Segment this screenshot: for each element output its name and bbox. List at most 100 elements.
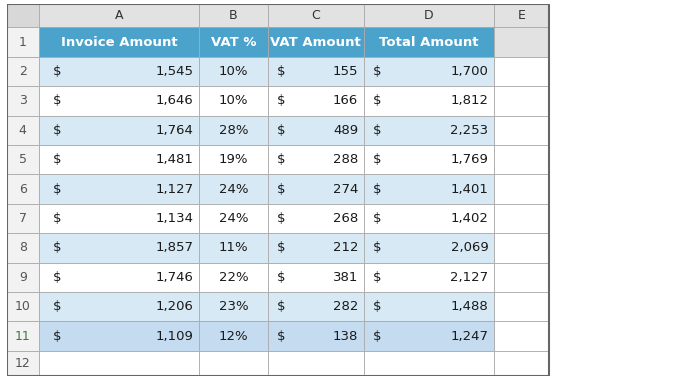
Bar [38, 321, 199, 351]
Bar [364, 263, 494, 292]
Text: 4: 4 [19, 124, 27, 137]
Text: 2,253: 2,253 [450, 124, 489, 137]
Text: 11%: 11% [218, 241, 248, 254]
Text: 1,700: 1,700 [451, 65, 489, 78]
Text: Invoice Amount: Invoice Amount [60, 35, 177, 49]
Text: 22%: 22% [218, 271, 248, 284]
Bar [494, 263, 549, 292]
Text: 1,812: 1,812 [451, 94, 489, 107]
Bar [199, 57, 267, 86]
Bar [7, 292, 38, 321]
Text: $: $ [277, 182, 286, 196]
Bar [199, 27, 267, 57]
Text: C: C [312, 9, 320, 22]
Text: 1,402: 1,402 [451, 212, 489, 225]
Text: $: $ [53, 300, 62, 313]
Bar [38, 263, 199, 292]
Bar [494, 233, 549, 263]
Text: 282: 282 [333, 300, 358, 313]
Text: $: $ [373, 212, 382, 225]
Text: 1,401: 1,401 [451, 182, 489, 196]
Bar [364, 204, 494, 233]
Bar [7, 116, 38, 145]
Bar [199, 263, 267, 292]
Bar [364, 321, 494, 351]
Text: 12%: 12% [218, 329, 248, 342]
Text: 288: 288 [333, 153, 358, 166]
Text: 2,127: 2,127 [450, 271, 489, 284]
Text: 1,764: 1,764 [155, 124, 194, 137]
Text: $: $ [373, 271, 382, 284]
Bar [267, 4, 364, 27]
Text: 9: 9 [19, 271, 27, 284]
Bar [267, 27, 364, 57]
Text: $: $ [373, 182, 382, 196]
Bar [199, 86, 267, 116]
Text: $: $ [373, 241, 382, 254]
Bar [267, 86, 364, 116]
Text: $: $ [277, 65, 286, 78]
Bar [494, 204, 549, 233]
Text: Total Amount: Total Amount [379, 35, 479, 49]
Text: $: $ [277, 124, 286, 137]
Bar [364, 27, 494, 57]
Text: VAT %: VAT % [211, 35, 256, 49]
Bar [494, 145, 549, 174]
Text: 1,746: 1,746 [155, 271, 194, 284]
Bar [199, 321, 267, 351]
Text: 7: 7 [19, 212, 27, 225]
Text: $: $ [277, 241, 286, 254]
Bar [199, 174, 267, 204]
Bar [38, 145, 199, 174]
Text: $: $ [53, 241, 62, 254]
Text: E: E [517, 9, 526, 22]
Bar [494, 27, 549, 57]
Bar [7, 321, 38, 351]
Bar [38, 27, 199, 57]
Bar [38, 4, 199, 27]
Text: $: $ [373, 329, 382, 342]
Bar [199, 351, 267, 376]
Text: 1: 1 [19, 35, 27, 49]
Bar [7, 57, 38, 86]
Text: 10: 10 [15, 300, 31, 313]
Bar [7, 4, 38, 27]
Bar [7, 233, 38, 263]
Text: $: $ [53, 124, 62, 137]
Bar [494, 57, 549, 86]
Bar [199, 204, 267, 233]
Bar [199, 292, 267, 321]
Text: 2,069: 2,069 [451, 241, 489, 254]
Bar [364, 292, 494, 321]
Text: 1,488: 1,488 [451, 300, 489, 313]
Text: $: $ [373, 124, 382, 137]
Bar [199, 4, 267, 27]
Bar [38, 57, 199, 86]
Text: 24%: 24% [218, 212, 248, 225]
Bar [199, 116, 267, 145]
Text: $: $ [277, 300, 286, 313]
Bar [494, 4, 549, 27]
Bar [494, 321, 549, 351]
Text: $: $ [277, 271, 286, 284]
Text: 23%: 23% [218, 300, 248, 313]
Bar [267, 174, 364, 204]
Bar [364, 57, 494, 86]
Text: 381: 381 [333, 271, 358, 284]
Text: 155: 155 [332, 65, 358, 78]
Bar [364, 174, 494, 204]
Text: 1,646: 1,646 [156, 94, 194, 107]
Bar [38, 174, 199, 204]
Bar [7, 263, 38, 292]
Bar [267, 351, 364, 376]
Bar [364, 116, 494, 145]
Bar [267, 321, 364, 351]
Text: 19%: 19% [218, 153, 248, 166]
Bar [267, 145, 364, 174]
Bar [38, 86, 199, 116]
Text: $: $ [277, 94, 286, 107]
Text: 6: 6 [19, 182, 27, 196]
Bar [199, 145, 267, 174]
Text: 1,247: 1,247 [451, 329, 489, 342]
Bar [267, 263, 364, 292]
